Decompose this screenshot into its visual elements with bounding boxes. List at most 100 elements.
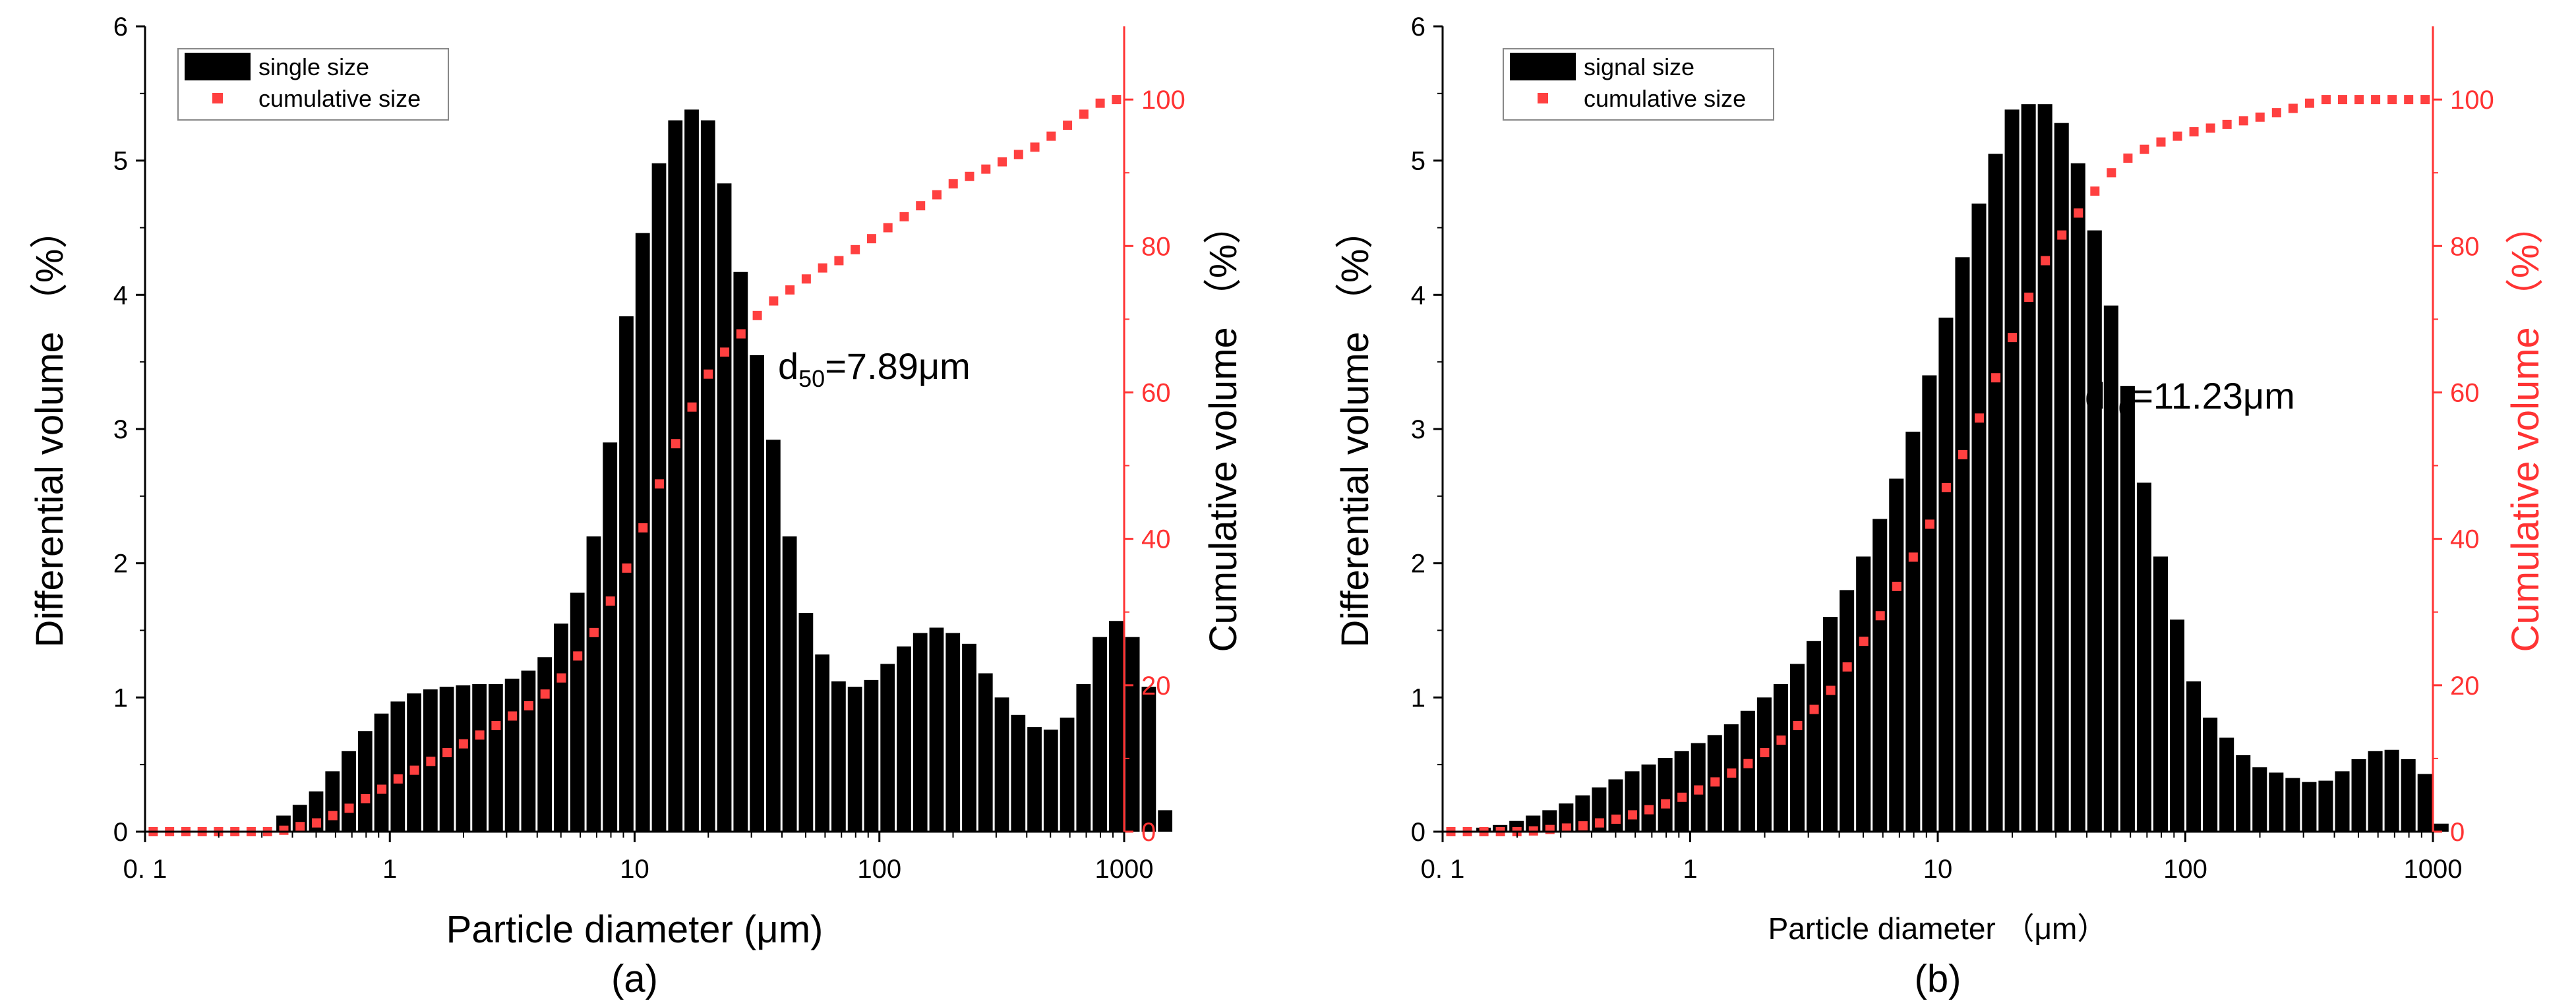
bar	[1807, 641, 1822, 832]
cumulative-marker	[1611, 815, 1621, 824]
cumulative-marker	[981, 164, 991, 174]
y-tick-label: 1	[1411, 683, 1425, 712]
y2-tick-label: 100	[1141, 86, 1185, 115]
cumulative-marker	[556, 673, 566, 683]
cumulative-marker	[2404, 95, 2414, 105]
bar	[945, 633, 961, 832]
bar	[798, 613, 814, 832]
y-tick-label: 4	[1411, 281, 1425, 310]
cumulative-marker	[1644, 805, 1654, 815]
cumulative-marker	[2024, 293, 2034, 302]
y2-tick-label: 20	[2450, 672, 2480, 701]
cumulative-marker	[769, 296, 779, 306]
bar	[684, 109, 699, 832]
bar	[750, 355, 764, 832]
bar	[2203, 717, 2218, 832]
bar	[1889, 478, 1904, 832]
cumulative-marker	[1030, 142, 1040, 152]
bar	[1840, 590, 1855, 832]
bar	[1093, 637, 1107, 832]
cumulative-marker	[671, 439, 680, 449]
bar	[2368, 751, 2383, 832]
bar	[2136, 482, 2151, 832]
bar	[733, 272, 748, 832]
legend: single size cumulative size	[177, 48, 449, 121]
bar	[1922, 375, 1937, 832]
y2-axis-title: Cumulative volume （%）	[1202, 206, 1245, 652]
cumulative-marker	[1826, 685, 1836, 695]
bar	[2037, 104, 2052, 832]
cumulative-marker	[279, 825, 289, 835]
cumulative-marker	[2321, 95, 2331, 105]
bar	[847, 687, 862, 832]
cumulative-marker	[2189, 127, 2199, 136]
bar	[1125, 637, 1140, 832]
bar	[913, 633, 928, 832]
y-tick-label: 5	[1411, 147, 1425, 176]
y2-tick-label: 60	[2450, 378, 2480, 407]
cumulative-marker	[1793, 720, 1803, 730]
cumulative-marker	[2172, 131, 2182, 141]
cumulative-marker	[736, 329, 746, 339]
d50-subscript: 50	[798, 365, 825, 392]
cumulative-marker	[589, 627, 599, 637]
y2-axis-title: Cumulative volume （%）	[2504, 206, 2547, 652]
cumulative-marker	[540, 689, 550, 699]
cumulative-marker	[2238, 116, 2248, 126]
cumulative-marker	[1743, 759, 1753, 768]
cumulative-marker	[2354, 95, 2364, 105]
labels-group: Particle diameter （μm） Differential volu…	[1334, 206, 2547, 1000]
cumulative-marker	[948, 179, 958, 188]
y2-tick-label: 60	[1141, 378, 1171, 407]
cumulative-marker	[573, 651, 583, 661]
cumulative-marker	[1809, 704, 1819, 714]
y-tick-label: 2	[1411, 550, 1425, 579]
cumulative-marker	[1875, 611, 1885, 621]
y-tick-label: 4	[113, 281, 128, 310]
bar	[831, 681, 846, 832]
legend: signal size cumulative size	[1503, 48, 1774, 121]
bar	[994, 697, 1009, 832]
bar	[929, 627, 944, 832]
bar	[1641, 764, 1656, 832]
bar	[1938, 317, 1954, 832]
legend-label-bars: single size	[258, 53, 369, 80]
bar	[1971, 203, 1987, 832]
cumulative-marker	[2107, 168, 2116, 178]
cumulative-marker	[2123, 153, 2133, 163]
cumulative-marker	[2205, 123, 2215, 133]
cumulative-marker	[426, 757, 436, 766]
panel-label: (b)	[1915, 958, 1962, 1000]
x-tick-label: 1000	[2404, 855, 2463, 884]
x-axis-title: Particle diameter (μm)	[446, 908, 824, 951]
bar	[815, 654, 830, 832]
cumulative-marker	[899, 212, 909, 221]
y2-tick-label: 80	[1141, 232, 1171, 261]
d50-value: =11.23μm	[2132, 375, 2295, 416]
cumulative-marker	[2255, 112, 2265, 122]
cumulative-marker	[344, 803, 354, 813]
cumulative-marker	[1561, 823, 1571, 833]
bar	[2401, 759, 2416, 832]
bar	[962, 643, 976, 832]
cumulative-marker	[1694, 785, 1704, 795]
bar	[472, 683, 487, 832]
bar	[2087, 230, 2102, 832]
y2-tick-label: 20	[1141, 672, 1171, 701]
cumulative-marker	[2304, 98, 2314, 108]
bars-group	[276, 109, 1173, 832]
cumulative-marker	[883, 223, 893, 233]
bar	[700, 120, 715, 832]
bar	[1076, 683, 1091, 832]
bar	[603, 442, 618, 832]
x-tick-label: 10	[620, 855, 649, 884]
bar	[390, 701, 405, 832]
cumulative-marker	[1545, 824, 1555, 834]
cumulative-marker	[1892, 581, 1902, 591]
bar	[570, 592, 585, 832]
bar	[1856, 556, 1871, 832]
y-axis-title: Differential volume （%）	[28, 211, 71, 648]
bar	[668, 120, 683, 832]
